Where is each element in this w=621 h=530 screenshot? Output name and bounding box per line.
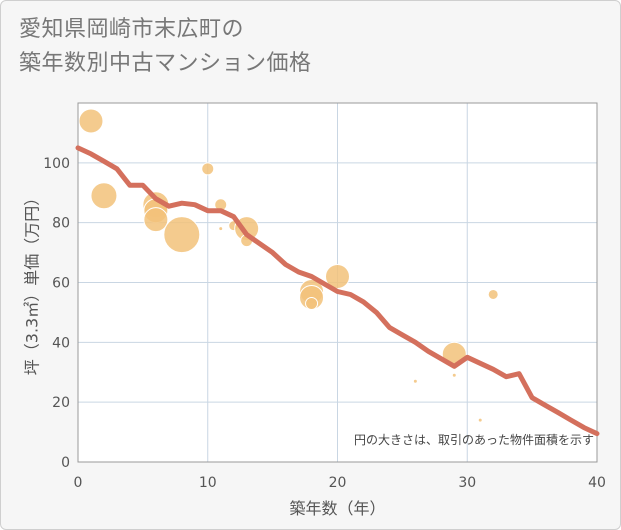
bubble-point — [218, 226, 224, 232]
bubble-point — [412, 378, 418, 384]
bubble-point — [143, 207, 169, 233]
y-tick-label: 60 — [52, 276, 70, 292]
trend-line — [75, 145, 600, 437]
x-tick-label: 40 — [588, 475, 606, 491]
y-tick-label: 20 — [52, 395, 70, 411]
bubble-point — [201, 162, 215, 176]
plot-border — [77, 102, 598, 463]
chart-title-line-1: 愛知県岡崎市末広町の — [19, 17, 245, 42]
bubble-point — [78, 108, 104, 134]
y-axis-label: 坪（3.3㎡）単価（万円） — [23, 190, 42, 375]
x-axis-label: 築年数（年） — [289, 499, 385, 518]
x-axis-ticks: 0 10 20 30 40 — [74, 475, 606, 491]
bubble-series — [78, 108, 499, 423]
bubble-point — [477, 417, 483, 423]
x-tick-label: 10 — [199, 475, 217, 491]
bubble-point — [163, 216, 201, 254]
bubble-point — [487, 288, 499, 300]
y-tick-label: 0 — [61, 455, 70, 471]
y-tick-label: 40 — [52, 335, 70, 351]
y-tick-label: 100 — [43, 156, 70, 172]
x-tick-label: 0 — [74, 475, 83, 491]
size-legend-note: 円の大きさは、取引のあった物件面積を示す — [354, 432, 594, 447]
bubble-point — [451, 372, 457, 378]
x-tick-label: 20 — [329, 475, 347, 491]
y-tick-label: 80 — [52, 216, 70, 232]
bubble-point — [325, 264, 350, 290]
bubble-point — [305, 296, 319, 310]
chart-title: 愛知県岡崎市末広町の 築年数別中古マンション価格 — [19, 13, 312, 81]
x-tick-label: 30 — [458, 475, 476, 491]
y-axis-ticks: 0 20 40 60 80 100 — [43, 156, 70, 471]
bubble-point — [90, 182, 118, 210]
chart-title-line-2: 築年数別中古マンション価格 — [19, 51, 312, 76]
